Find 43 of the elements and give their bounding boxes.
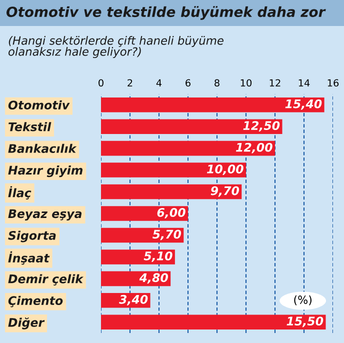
x-tick-label: 2 [128, 79, 132, 86]
y-tick-label: Hazır giyim [8, 166, 82, 178]
y-tick-label: İnşaat [8, 251, 50, 265]
y-tick-label: Demir çelik [8, 274, 84, 286]
x-tick-label: 12 [270, 79, 280, 86]
data-label: 12,50 [243, 121, 280, 132]
data-label: 15,50 [286, 316, 324, 328]
bar [101, 250, 175, 264]
y-tick-label: Sigorta [8, 230, 56, 242]
bar [101, 184, 242, 200]
data-label: 5,10 [144, 251, 172, 262]
y-tick-label: Diğer [8, 318, 45, 330]
x-tick-label: 14 [298, 79, 310, 86]
bar [101, 314, 326, 330]
bar [101, 162, 246, 178]
y-tick-label: Otomotiv [8, 100, 70, 110]
annotation: (%) [294, 295, 312, 306]
y-tick-label: Bankacılık [8, 144, 77, 153]
data-label: 9,70 [210, 186, 240, 197]
y-tick-label: İlaç [8, 186, 32, 200]
data-label: 15,40 [285, 99, 322, 110]
x-tick-label: 16 [328, 79, 339, 87]
x-tick-label: 4 [156, 79, 162, 86]
x-tick-label: 6 [186, 79, 190, 87]
x-tick-label: 0 [98, 79, 104, 87]
bar [101, 228, 184, 243]
data-label: 3,40 [119, 294, 148, 306]
bar [101, 97, 324, 112]
data-label: 4,80 [139, 273, 168, 284]
data-label: 6,00 [157, 208, 186, 218]
bar [101, 119, 282, 134]
bar [101, 140, 275, 156]
data-label: 12,00 [236, 142, 272, 154]
data-label: 10,00 [206, 164, 244, 175]
y-tick-label: Beyaz eşya [8, 209, 82, 220]
bar [101, 206, 188, 221]
y-tick-label: Tekstil [8, 122, 52, 132]
chart-title: Otomotiv ve tekstilde büyümek daha zor [6, 6, 326, 20]
y-tick-label: Çimento [8, 296, 63, 308]
x-tick-label: 8 [214, 79, 220, 87]
x-tick-label: 10 [240, 79, 252, 87]
data-label: 5,70 [152, 230, 182, 240]
chart-subtitle: (Hangi sektörlerde çift haneli büyüme olanaksız hale geliyor?) [8, 36, 224, 58]
